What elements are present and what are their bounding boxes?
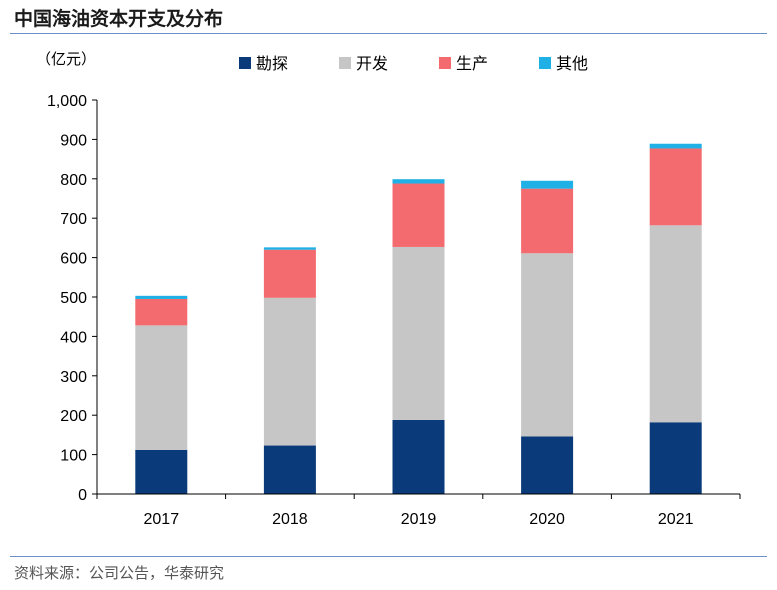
y-tick-label: 900: [60, 132, 87, 149]
legend-swatch: [439, 57, 451, 69]
x-tick-label: 2017: [144, 511, 180, 528]
bar-segment: [263, 249, 316, 298]
bar-segment: [263, 297, 316, 446]
legend-label: 生产: [456, 54, 488, 73]
y-tick-label: 500: [60, 290, 87, 307]
legend-swatch: [239, 57, 251, 69]
bar-segment: [649, 148, 702, 226]
bar-segment: [521, 188, 574, 254]
bar-segment: [263, 445, 316, 494]
x-tick-label: 2020: [529, 511, 565, 528]
chart-title: 中国海油资本开支及分布: [14, 8, 224, 30]
source-note: 资料来源：公司公告，华泰研究: [14, 564, 225, 582]
bars: [135, 143, 702, 494]
y-axis: 0 100 200 300 400 500 600 700 800 900 1,000: [47, 93, 98, 504]
source-divider: [10, 556, 767, 557]
bar-segment: [135, 298, 188, 326]
legend-swatch: [339, 57, 351, 69]
bar-segment: [521, 253, 574, 437]
title-divider: [10, 33, 767, 34]
legend: 勘探 开发 生产 其他: [239, 54, 588, 73]
legend-swatch: [539, 57, 551, 69]
stacked-bar-chart: （亿元） 勘探 开发 生产 其他 0 100 200 300 400 500 600 700 800 9…: [36, 50, 741, 528]
y-tick-label: 100: [60, 448, 87, 465]
legend-label: 其他: [556, 54, 588, 73]
bar-segment: [135, 449, 188, 494]
bar-segment: [649, 422, 702, 494]
y-tick-label: 200: [60, 408, 87, 425]
y-tick-label: 600: [60, 251, 87, 268]
bar-segment: [135, 295, 188, 299]
legend-label: 勘探: [256, 54, 288, 73]
y-tick-label: 300: [60, 369, 87, 386]
bar-segment: [392, 419, 445, 494]
bar-segment: [392, 179, 445, 184]
bar-segment: [263, 247, 316, 250]
y-axis-unit-label: （亿元）: [36, 50, 96, 68]
bar-segment: [521, 436, 574, 494]
x-tick-label: 2021: [658, 511, 694, 528]
bar-segment: [392, 246, 445, 420]
bar-segment: [649, 143, 702, 149]
bar-segment: [521, 180, 574, 189]
y-tick-label: 1,000: [47, 93, 87, 110]
x-tick-label: 2018: [272, 511, 308, 528]
bar-segment: [649, 225, 702, 423]
y-tick-label: 400: [60, 329, 87, 346]
y-tick-label: 800: [60, 172, 87, 189]
x-axis: 2017 2018 2019 2020 2021: [96, 493, 741, 528]
bar-segment: [135, 325, 188, 450]
y-tick-label: 0: [78, 487, 87, 504]
legend-label: 开发: [356, 54, 388, 73]
bar-segment: [392, 183, 445, 247]
x-tick-label: 2019: [401, 511, 437, 528]
y-tick-label: 700: [60, 211, 87, 228]
